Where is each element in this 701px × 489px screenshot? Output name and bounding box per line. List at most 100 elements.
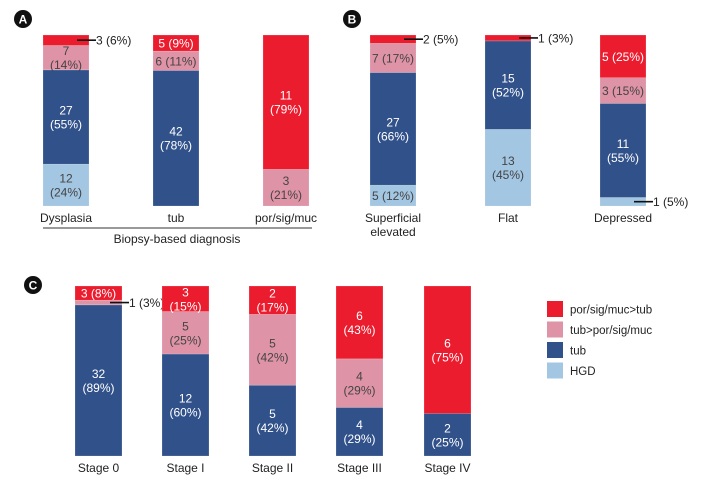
category-label: Flat [498,211,519,225]
data-label: 11 [280,89,293,103]
stacked-bar: 2(25%) 6(75%) Stage IV [423,285,472,475]
data-label: (25%) [431,435,463,449]
data-label: 5 (9%) [158,37,193,51]
panel-a-xlabel: Biopsy-based diagnosis [114,232,241,246]
data-label: (79%) [270,103,302,117]
panel-b: 5 (12%) 27(66%) 7 (17%) 2 (5%) Superficialel… [365,31,688,239]
data-label: 12 [179,392,193,406]
data-label: (89%) [82,381,114,395]
data-label: (75%) [431,350,463,364]
data-label: 1 (5%) [653,195,688,209]
data-label: 3 (6%) [96,34,131,48]
data-label: (55%) [607,151,639,165]
data-label: 15 [501,72,515,86]
bar-segment-por-gt-tub [262,34,310,170]
data-label: (78%) [160,139,192,153]
category-label: Dysplasia [40,211,92,225]
data-label: 12 [59,172,73,186]
bar-segment-tub-gt-por [248,314,297,386]
bar-segment-tub [599,103,647,198]
category-label: Depressed [594,211,652,225]
stacked-bar: 32(89%) 1 (3%) 3 (8%) Stage 0 [74,285,164,475]
legend-label: por/sig/muc>tub [570,305,652,317]
data-label: (14%) [50,58,82,72]
data-label: 5 [269,336,276,350]
svg-text:C: C [29,279,38,293]
bar-segment-por-gt-tub [74,285,123,301]
bar-segment-por-gt-tub [152,34,200,52]
bar-segment-tub [161,353,210,457]
category-label: Superficial [365,211,421,225]
legend-label: tub [570,346,586,358]
legend-swatch [547,301,563,317]
data-label: 5 [269,407,276,421]
panel-b-badge: B [343,10,361,28]
data-label: 32 [92,367,106,381]
bar-segment-por-gt-tub [161,285,210,312]
bar-segment-tub [484,40,532,130]
stacked-bar: 1 (5%) 11(55%) 3 (15%) 5 (25%) Depressed [594,34,688,225]
legend-swatch [547,362,563,379]
legend-swatch [547,342,563,358]
data-label: 11 [617,137,630,151]
bar-segment-por-gt-tub [248,285,297,315]
data-label: (52%) [492,86,524,100]
data-label: 3 [182,285,189,299]
data-label: 6 (11%) [155,54,196,68]
data-label: 1 (3%) [129,296,164,310]
legend-swatch [547,321,563,338]
bar-segment-por-gt-tub [599,34,647,78]
data-label: (43%) [343,323,375,337]
data-label: 27 [59,104,73,118]
data-label: 5 (12%) [372,189,414,203]
bar-segment-por-gt-tub [423,285,472,414]
stacked-bar: 12(24%) 27(55%) 7(14%) 3 (6%) Dysplasia [40,34,131,225]
category-label: Stage III [337,461,382,475]
data-label: 3 (15%) [602,84,644,98]
bar-segment-hgd [42,163,90,207]
bar-segment-tub-gt-por [42,45,90,71]
category-label: por/sig/muc [255,211,317,225]
svg-text:B: B [348,13,357,27]
panel-a-badge: A [14,10,32,28]
data-label: 4 [356,418,363,432]
bar-segment-tub-gt-por [369,43,417,73]
stacked-bar: 13(45%) 15(52%) 1 (3%) Flat [484,31,573,225]
data-label: 6 [356,309,363,323]
data-label: (24%) [50,186,82,200]
bar-segment-tub-gt-por [599,77,647,104]
category-label: Stage 0 [78,461,120,475]
data-label: (45%) [492,168,524,182]
data-label: 7 (17%) [372,51,414,65]
data-label: 7 [63,44,70,58]
data-label: (29%) [343,384,375,398]
data-label: 3 [283,174,290,188]
data-label: (25%) [169,333,201,347]
data-label: (42%) [256,350,288,364]
category-label: Stage II [252,461,293,475]
bar-segment-por-gt-tub [335,285,384,360]
data-label: 42 [169,125,183,139]
data-label: 2 (5%) [423,33,458,47]
bar-segment-tub [42,69,90,165]
data-label: (17%) [256,301,288,315]
bar-segment-tub-gt-por [161,311,210,355]
legend-item: por/sig/muc>tub [547,301,652,317]
stacked-bar: 42(78%) 6 (11%) 5 (9%) tub [152,34,200,225]
legend-label: tub>por/sig/muc [570,325,652,337]
data-label: 2 [444,421,451,435]
legend: por/sig/muc>tub tub>por/sig/muc tub HGD [547,301,652,379]
bar-segment-tub [248,384,297,457]
stacked-bar: 5 (12%) 27(66%) 7 (17%) 2 (5%) Superficialel… [365,33,458,239]
data-label: 1 (3%) [538,31,573,45]
bar-segment-tub-gt-por [335,358,384,408]
category-label: Stage IV [424,461,470,475]
legend-item: tub>por/sig/muc [547,321,652,338]
bar-segment-hgd [369,184,417,207]
legend-label: HGD [570,366,596,378]
data-label: (29%) [343,432,375,446]
legend-item: HGD [547,362,596,379]
bar-segment-tub [335,407,384,457]
category-label: Stage I [166,461,204,475]
